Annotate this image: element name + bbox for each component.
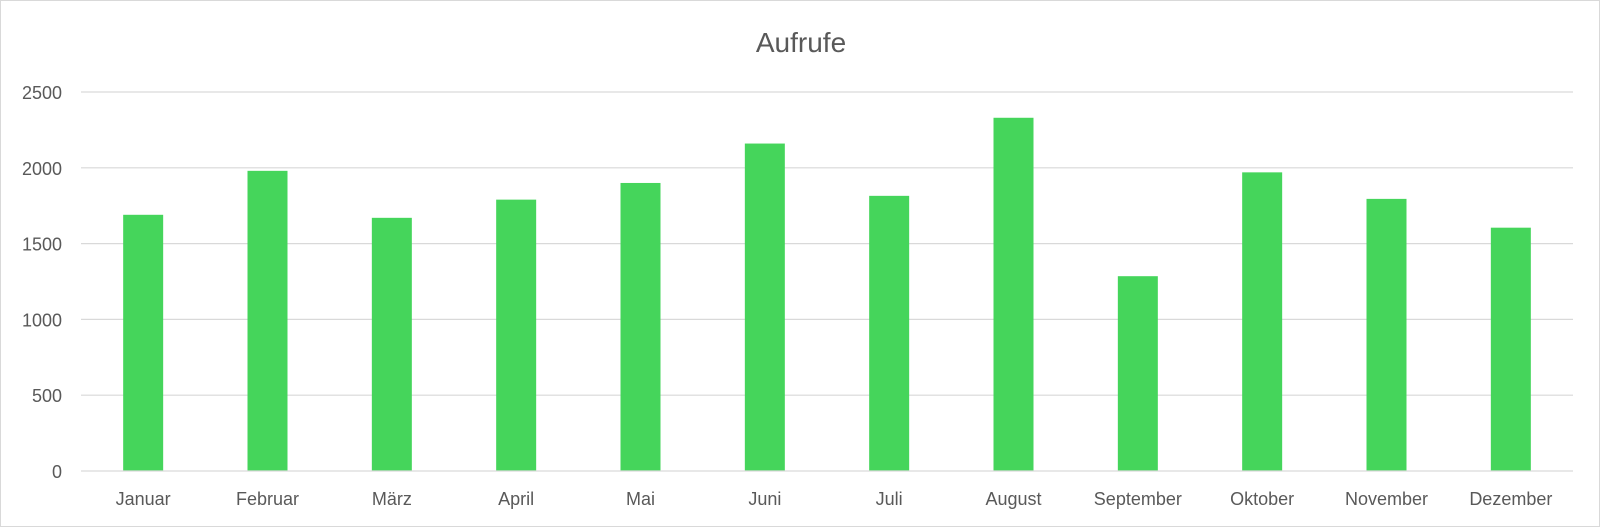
x-tick-label-oktober: Oktober (1230, 489, 1294, 509)
y-tick-label-2000: 2000 (22, 159, 62, 179)
bars (123, 117, 1531, 472)
bar-februar (247, 170, 288, 471)
x-tick-label-januar: Januar (116, 489, 171, 509)
bar-juni (744, 143, 785, 471)
y-tick-label-2500: 2500 (22, 83, 62, 103)
y-tick-label-1000: 1000 (22, 310, 62, 330)
x-tick-label-august: August (985, 489, 1041, 509)
x-tick-label-mai: Mai (626, 489, 655, 509)
y-tick-label-0: 0 (52, 462, 62, 482)
bar-mai (620, 182, 661, 471)
bar-april (496, 199, 537, 472)
x-tick-label-juli: Juli (876, 489, 903, 509)
x-tick-label-september: September (1094, 489, 1182, 509)
x-tick-label-februar: Februar (236, 489, 299, 509)
bar-august (993, 117, 1034, 471)
x-tick-label-juni: Juni (748, 489, 781, 509)
bar-september (1117, 276, 1158, 471)
chart-title: Aufrufe (756, 27, 846, 58)
gridlines (81, 91, 1573, 396)
x-tick-label-märz: März (372, 489, 412, 509)
y-tick-label-500: 500 (32, 386, 62, 406)
x-axis-tick-labels: Januar Februar März April Mai Juni Juli August S… (116, 489, 1553, 509)
bar-dezember (1490, 227, 1531, 471)
bar-januar (123, 214, 164, 471)
y-tick-label-1500: 1500 (22, 235, 62, 255)
bar-märz (371, 217, 412, 471)
x-tick-label-april: April (498, 489, 534, 509)
y-axis-tick-labels: 0 500 1000 1500 2000 2500 (22, 83, 62, 482)
x-tick-label-dezember: Dezember (1469, 489, 1552, 509)
bar-november (1366, 198, 1407, 472)
bar-oktober (1242, 172, 1283, 471)
x-tick-label-november: November (1345, 489, 1428, 509)
bar-juli (869, 195, 910, 471)
